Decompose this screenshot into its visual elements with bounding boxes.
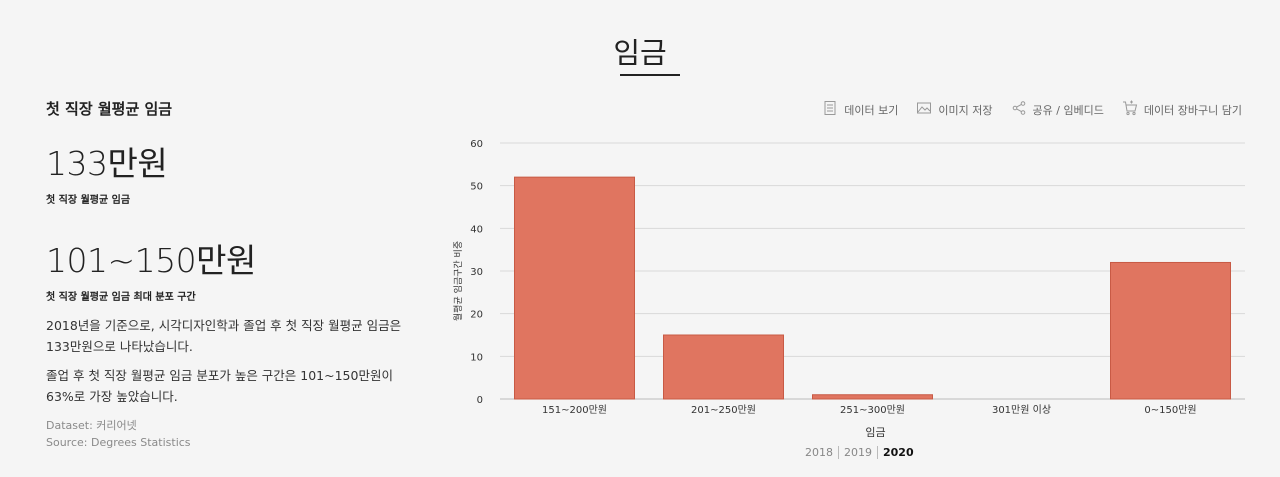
share-icon bbox=[1011, 100, 1027, 119]
meta-info: Dataset: 커리어넷 Source: Degrees Statistics bbox=[46, 417, 416, 451]
save-image-button[interactable]: 이미지 저장 bbox=[916, 100, 993, 119]
avg-wage-value: 133만원 bbox=[46, 144, 168, 183]
add-to-cart-label: 데이터 장바구니 담기 bbox=[1143, 103, 1242, 117]
year-2019[interactable]: 2019 bbox=[838, 446, 877, 459]
page-title-text: 임금 bbox=[613, 36, 667, 70]
view-data-label: 데이터 보기 bbox=[844, 103, 899, 117]
image-icon bbox=[916, 100, 932, 119]
avg-wage-label: 첫 직장 월평균 임금 bbox=[46, 195, 131, 206]
bar bbox=[812, 394, 933, 400]
year-2018[interactable]: 2018 bbox=[805, 446, 833, 459]
source-text: Source: Degrees Statistics bbox=[46, 436, 191, 449]
y-tick-label: 30 bbox=[470, 267, 483, 278]
description-2: 졸업 후 첫 직장 월평균 임금 분포가 높은 구간은 101~150만원이 6… bbox=[46, 368, 393, 404]
dataset-text: Dataset: 커리어넷 bbox=[46, 419, 137, 432]
y-axis-label: 월평균 임금구간 비중 bbox=[452, 241, 464, 321]
year-2020[interactable]: 2020 bbox=[877, 446, 919, 459]
y-tick-label: 50 bbox=[470, 182, 483, 193]
y-tick-label: 10 bbox=[470, 352, 483, 363]
x-tick-label: 301만원 이상 bbox=[992, 404, 1051, 416]
y-tick-label: 40 bbox=[470, 224, 483, 235]
share-button[interactable]: 공유 / 임베디드 bbox=[1011, 100, 1104, 119]
y-tick-label: 60 bbox=[470, 139, 483, 150]
x-axis-label: 임금 bbox=[865, 426, 885, 439]
x-tick-label: 151~200만원 bbox=[542, 404, 607, 416]
x-tick-label: 0~150만원 bbox=[1144, 404, 1196, 416]
share-label: 공유 / 임베디드 bbox=[1032, 103, 1104, 117]
x-tick-label: 251~300만원 bbox=[840, 404, 905, 416]
bar bbox=[514, 176, 635, 400]
y-tick-label: 0 bbox=[477, 395, 483, 406]
add-to-cart-button[interactable]: 데이터 장바구니 담기 bbox=[1122, 100, 1242, 119]
bar-chart: 0 10 20 30 40 50 60 151~200만원 201~250만원 251~300만원… bbox=[452, 139, 1245, 439]
range-label: 첫 직장 월평균 임금 최대 분포 구간 bbox=[46, 292, 196, 303]
title-underline bbox=[620, 74, 680, 76]
description-1: 2018년을 기준으로, 시각디자인학과 졸업 후 첫 직장 월평균 임금은 1… bbox=[46, 318, 402, 354]
range-value: 101~150만원 bbox=[46, 241, 256, 280]
bar bbox=[1110, 261, 1231, 400]
section-title: 첫 직장 월평균 임금 bbox=[46, 100, 173, 118]
page-title: 임금 bbox=[0, 30, 1280, 78]
y-tick-label: 20 bbox=[470, 310, 483, 321]
save-image-label: 이미지 저장 bbox=[938, 103, 993, 117]
summary-panel: 첫 직장 월평균 임금 133만원 첫 직장 월평균 임금 101~150만원 … bbox=[46, 98, 416, 451]
year-selector: 2018 2019 2020 bbox=[800, 446, 919, 459]
bar bbox=[663, 334, 784, 400]
document-icon bbox=[822, 100, 838, 119]
view-data-button[interactable]: 데이터 보기 bbox=[822, 100, 898, 119]
cart-icon bbox=[1122, 100, 1138, 119]
x-tick-label: 201~250만원 bbox=[691, 404, 756, 416]
toolbar: 데이터 보기 이미지 저장 공유 / 임베디드 데이터 장바구니 담기 bbox=[822, 100, 1242, 119]
